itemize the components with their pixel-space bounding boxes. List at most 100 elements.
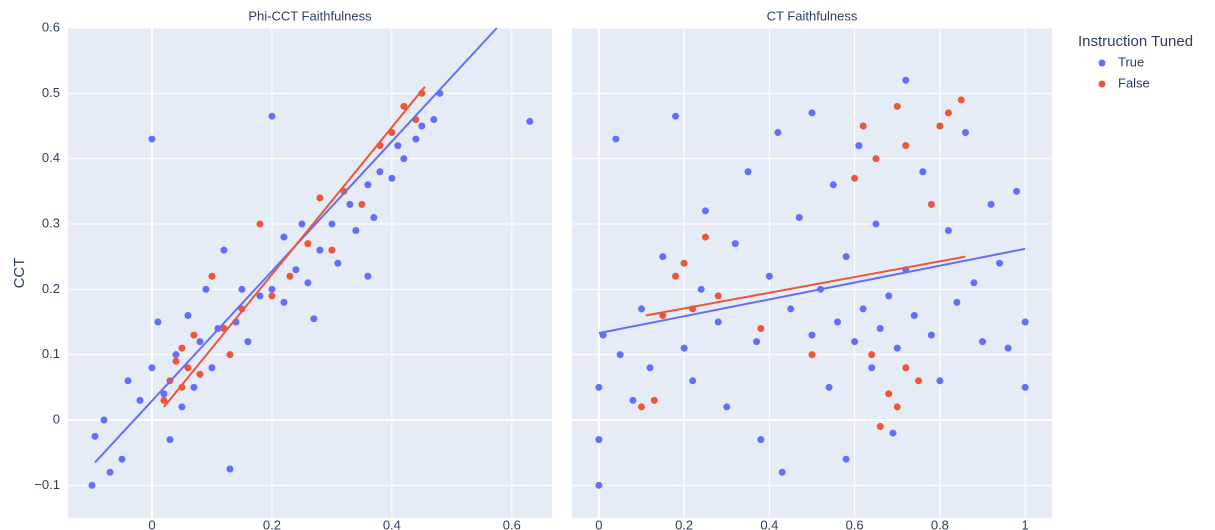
point [944,109,952,117]
point [855,142,863,150]
point [808,351,816,359]
y-tick-label: −0.1 [34,477,60,492]
y-tick-label: 0.4 [42,150,60,165]
point [787,305,795,313]
point [244,338,252,346]
x-tick-label: 1 [1022,517,1029,530]
point [346,200,354,208]
subplot-title: CT Faithfulness [767,8,858,23]
point [616,351,624,359]
x-tick-label: 0.4 [383,517,401,530]
point [595,383,603,391]
point [118,455,126,463]
point [723,403,731,411]
point [430,115,438,123]
point [637,305,645,313]
point [1021,383,1029,391]
point [352,227,360,235]
point [701,233,709,241]
point [160,390,168,398]
plot-background [572,28,1052,518]
point [808,109,816,117]
point [220,246,228,254]
point [280,233,288,241]
point [208,272,216,280]
point [184,311,192,319]
point [298,220,306,228]
point [160,396,168,404]
point [595,481,603,489]
point [136,396,144,404]
point [714,318,722,326]
point [919,168,927,176]
point [689,377,697,385]
point [872,220,880,228]
point [292,266,300,274]
point [304,240,312,248]
legend-label: True [1118,54,1144,69]
point [202,285,210,293]
point [166,436,174,444]
plot-area [595,76,1029,489]
point [196,370,204,378]
point [154,318,162,326]
point [774,129,782,137]
point [91,432,99,440]
x-tick-label: 0.8 [931,517,949,530]
point [208,364,216,372]
point [196,338,204,346]
point [910,311,918,319]
plot-background [68,28,552,518]
point [987,200,995,208]
x-tick-label: 0.4 [760,517,778,530]
point [190,331,198,339]
point [859,122,867,130]
legend-marker [1098,80,1106,88]
point [876,325,884,333]
point [868,364,876,372]
point [680,259,688,267]
point [842,455,850,463]
point [672,112,680,120]
point [334,259,342,267]
point [893,403,901,411]
point [765,272,773,280]
y-tick-label: 0.3 [42,215,60,230]
trendline [645,255,966,317]
subplot-title: Phi-CCT Faithfulness [248,8,372,23]
point [795,213,803,221]
y-tick-label: 0.2 [42,281,60,296]
point [172,351,180,359]
point [612,135,620,143]
point [834,318,842,326]
point [1004,344,1012,352]
point [915,377,923,385]
point [957,96,965,104]
point [808,331,816,339]
point [902,76,910,84]
y-tick-label: 0 [53,411,60,426]
point [595,436,603,444]
point [226,351,234,359]
point [753,338,761,346]
point [418,122,426,130]
y-axis-label: CCT [11,258,28,289]
point [238,285,246,293]
point [1013,187,1021,195]
point [680,344,688,352]
point [659,311,667,319]
point [859,305,867,313]
point [936,377,944,385]
point [268,285,276,293]
point [961,129,969,137]
point [394,142,402,150]
y-tick-label: 0.6 [42,19,60,34]
point [778,468,786,476]
point [400,102,408,110]
point [412,135,420,143]
point [1021,318,1029,326]
point [256,220,264,228]
point [364,181,372,189]
point [268,112,276,120]
legend-label: False [1118,75,1150,90]
